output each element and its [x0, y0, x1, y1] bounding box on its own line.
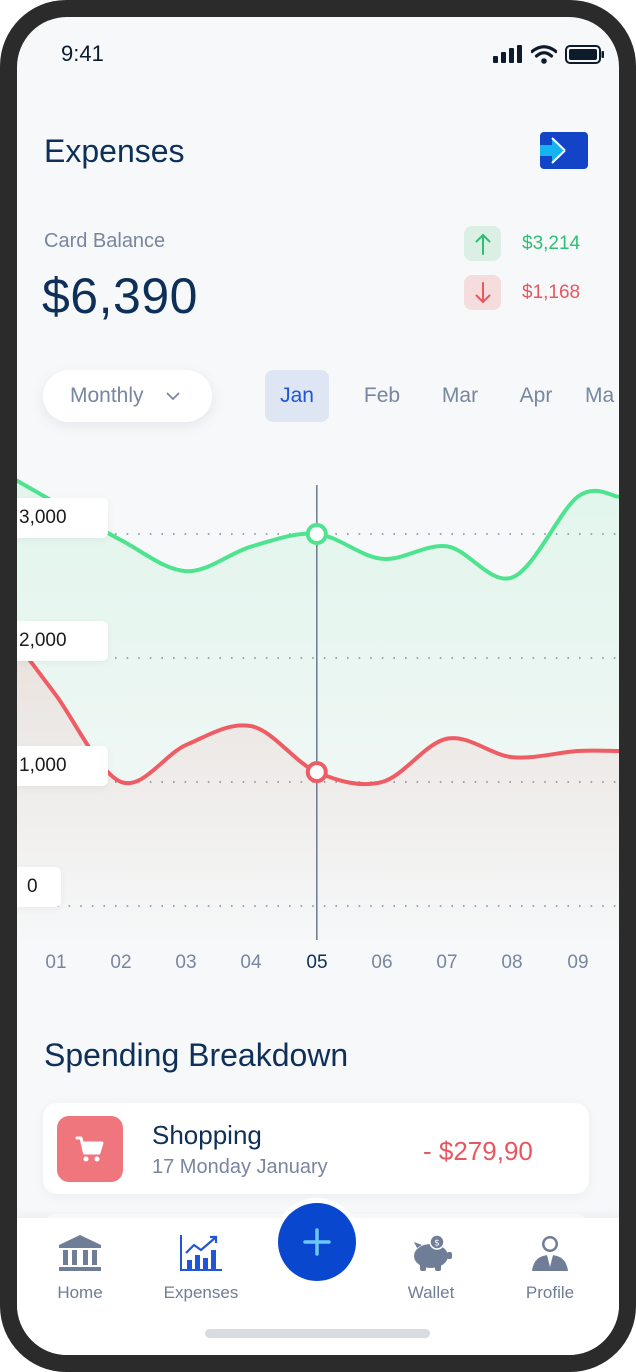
tab-home-label: Home [57, 1283, 103, 1302]
month-tab-feb[interactable]: Feb [363, 384, 401, 407]
add-button-circle [278, 1203, 356, 1281]
spending-item-amount: - $279,90 [423, 1136, 533, 1166]
logout-icon [540, 137, 566, 164]
income-value: $3,214 [522, 232, 581, 254]
x-tick-selected: 05 [306, 952, 328, 973]
bank-icon [59, 1235, 101, 1271]
battery-icon [565, 44, 604, 64]
home-indicator [205, 1329, 430, 1338]
expense-point-selected[interactable] [305, 761, 328, 784]
page-title: Expenses [44, 133, 185, 169]
x-tick: 04 [240, 952, 262, 973]
x-tick: 09 [567, 952, 589, 973]
tab-wallet[interactable]: $ Wallet [376, 1234, 486, 1303]
spending-item-date: 17 Monday January [152, 1156, 328, 1178]
shopping-cart-icon [57, 1116, 123, 1182]
x-tick: 02 [110, 952, 132, 973]
tab-bar: Home Expenses $ [17, 1218, 619, 1355]
x-tick: 01 [45, 952, 67, 973]
signal-icon [493, 45, 522, 63]
balance-value: $6,390 [42, 268, 198, 324]
expense-stat: $1,168 [464, 275, 580, 310]
plus-icon [303, 1228, 331, 1256]
chart-icon [180, 1235, 222, 1271]
tab-profile[interactable]: Profile [495, 1234, 605, 1303]
add-button[interactable] [273, 1198, 361, 1286]
wifi-icon [531, 44, 557, 64]
x-tick: 08 [501, 952, 523, 973]
x-tick: 03 [175, 952, 197, 973]
x-tick: 07 [436, 952, 458, 973]
tab-expenses[interactable]: Expenses [146, 1234, 256, 1303]
piggy-bank-icon: $ [414, 1234, 452, 1271]
chevron-down-icon [166, 392, 179, 400]
x-tick: 06 [371, 952, 393, 973]
month-tab-apr[interactable]: Apr [519, 384, 553, 407]
tab-wallet-label: Wallet [407, 1283, 455, 1302]
month-tab-jan[interactable]: Jan [265, 370, 329, 422]
status-icons [493, 41, 605, 67]
month-tab-may[interactable]: Ma [585, 384, 615, 407]
spending-item-title: Shopping [152, 1120, 262, 1150]
expense-chart [17, 478, 619, 946]
period-selector[interactable]: Monthly [43, 370, 212, 422]
logout-button[interactable] [540, 132, 588, 169]
income-stat: $3,214 [464, 226, 580, 261]
expense-area [17, 643, 619, 946]
month-tab-mar[interactable]: Mar [441, 384, 479, 407]
expense-value: $1,168 [522, 281, 581, 303]
y-tick-3000: 3,000 [17, 498, 108, 538]
balance-label: Card Balance [44, 230, 166, 252]
tab-home[interactable]: Home [25, 1234, 135, 1303]
y-tick-0: 0 [17, 867, 61, 907]
y-tick-1000: 1,000 [17, 746, 108, 786]
tab-profile-label: Profile [525, 1283, 575, 1302]
arrow-up-icon [464, 226, 501, 261]
y-tick-2000: 2,000 [17, 621, 108, 661]
period-selected: Monthly [70, 384, 144, 407]
user-icon [532, 1236, 568, 1271]
tab-expenses-label: Expenses [163, 1283, 239, 1302]
svg-text:$: $ [434, 1239, 440, 1249]
spending-item-shopping[interactable]: Shopping 17 Monday January - $279,90 [43, 1103, 589, 1194]
screen: 9:41 Expenses Card Balance $6,390 [17, 17, 619, 1355]
section-title: Spending Breakdown [44, 1037, 349, 1073]
status-time: 9:41 [61, 41, 104, 66]
arrow-down-icon [464, 275, 501, 310]
income-point-selected[interactable] [305, 523, 328, 545]
